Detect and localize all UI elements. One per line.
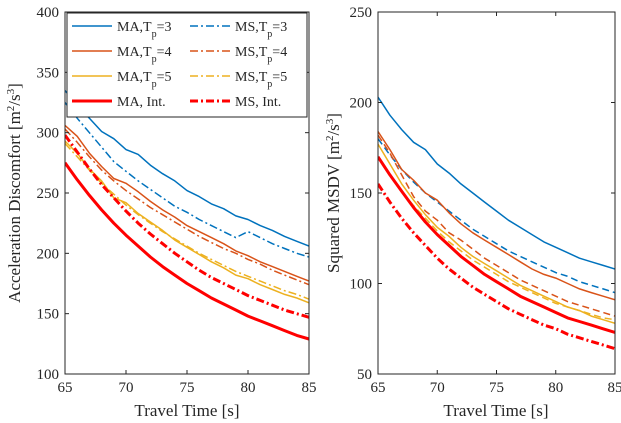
legend-label: MA,Tp=5 — [117, 70, 172, 90]
right-series-0-line — [378, 96, 615, 270]
left-series-3-line — [65, 128, 309, 286]
right-axes-frame — [377, 11, 616, 375]
legend-label: MS, Int. — [235, 95, 281, 110]
left-y-tick-label: 300 — [37, 126, 60, 142]
left-x-tick-label: 80 — [241, 380, 256, 396]
right-series-3-line — [378, 134, 615, 317]
right-y-tick-label: 250 — [350, 5, 373, 21]
left-y-axis-label: Acceleration Discomfort [m2/s3] — [5, 83, 24, 303]
right-y-tick-label: 50 — [357, 367, 372, 383]
legend-label: MA,Tp=3 — [117, 20, 172, 40]
left-plot-area — [65, 89, 309, 341]
right-x-tick-label: 80 — [548, 380, 563, 396]
left-y-tick-label: 100 — [37, 367, 60, 383]
right-x-tick-label: 75 — [489, 380, 504, 396]
left-series-0-line — [65, 89, 309, 247]
right-x-tick-label: 70 — [430, 380, 445, 396]
left-y-tick-label: 150 — [37, 307, 60, 323]
left-axes-frame — [64, 11, 310, 375]
right-series-5-line — [378, 156, 615, 321]
left-y-tick-label: 350 — [37, 65, 60, 81]
left-series-2-line — [65, 124, 309, 282]
right-plot-area — [378, 96, 615, 351]
legend-label: MS,Tp=4 — [235, 45, 287, 65]
right-series-7-line — [378, 183, 615, 351]
left-y-tick-label: 400 — [37, 5, 60, 21]
left-x-tick-label: 85 — [302, 380, 317, 396]
right-series-2-line — [378, 131, 615, 301]
left-y-tick-label: 200 — [37, 246, 60, 262]
right-x-axis-label: Travel Time [s] — [443, 401, 548, 420]
right-series-6-line — [378, 155, 615, 334]
left-x-tick-label: 75 — [180, 380, 195, 396]
legend-label: MA,Tp=4 — [117, 45, 172, 65]
right-x-tick-label: 65 — [371, 380, 386, 396]
legend-label: MS,Tp=3 — [235, 20, 287, 40]
right-y-tick-label: 200 — [350, 96, 373, 112]
left-x-axis-label: Travel Time [s] — [134, 401, 239, 420]
left-series-1-line — [65, 102, 309, 258]
left-series-6-line — [65, 161, 309, 341]
right-x-tick-label: 85 — [608, 380, 621, 396]
right-y-axis-label: Squared MSDV [m2/s3] — [324, 113, 343, 273]
left-y-tick-label: 250 — [37, 186, 60, 202]
left-series-7-line — [65, 134, 309, 319]
legend: MA,Tp=3 MS,Tp=3 MA,Tp=4 MS,Tp=4 MA,Tp=5 MS,Tp… — [66, 12, 308, 118]
right-chart-panel: 65 70 75 80 85 50 100 150 200 250 Travel Time [s]… — [324, 5, 621, 420]
right-y-tick-label: 150 — [350, 186, 373, 202]
left-x-tick-label: 70 — [119, 380, 134, 396]
left-chart-panel: 65 70 75 80 85 100 150 200 250 300 350 400 Travel T… — [5, 5, 317, 420]
legend-label: MS,Tp=5 — [235, 70, 287, 90]
right-series-1-line — [378, 138, 615, 294]
right-y-tick-label: 100 — [350, 277, 373, 293]
legend-label: MA, Int. — [117, 95, 166, 110]
left-x-tick-label: 65 — [58, 380, 73, 396]
